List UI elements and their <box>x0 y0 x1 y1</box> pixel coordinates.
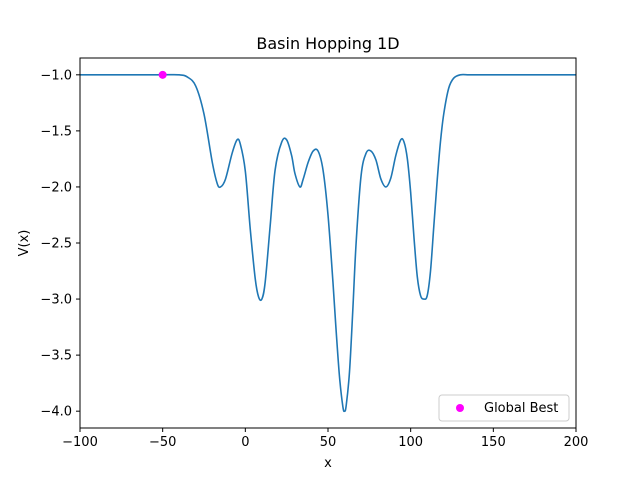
legend: Global Best <box>438 394 570 422</box>
x-axis-ticks: −100 −50 0 50 100 150 200 <box>62 428 588 450</box>
x-tick-label: −50 <box>149 435 176 450</box>
y-tick-label: −1.5 <box>40 124 72 139</box>
x-tick-label: 200 <box>564 435 589 450</box>
potential-curve <box>80 73 576 413</box>
legend-box <box>438 394 570 422</box>
legend-marker-global-best <box>456 404 464 412</box>
y-tick-label: −2.0 <box>40 180 72 195</box>
x-axis-label: x <box>324 456 332 471</box>
y-axis-ticks: −4.0 −3.5 −3.0 −2.5 −2.0 −1.5 −1.0 <box>40 68 80 420</box>
x-tick-label: 100 <box>398 435 423 450</box>
y-tick-label: −4.0 <box>40 405 72 420</box>
x-tick-label: −100 <box>62 435 98 450</box>
y-tick-label: −2.5 <box>40 237 72 252</box>
legend-label-global-best: Global Best <box>484 401 558 416</box>
x-tick-label: 150 <box>481 435 506 450</box>
global-best-point <box>158 70 167 79</box>
y-tick-label: −3.5 <box>40 349 72 364</box>
x-tick-label: 50 <box>320 435 337 450</box>
plot-frame <box>79 57 577 429</box>
plot-content <box>80 70 576 413</box>
y-tick-label: −3.0 <box>40 293 72 308</box>
y-axis-label: V(x) <box>17 230 32 257</box>
chart-title: Basin Hopping 1D <box>256 34 399 53</box>
x-tick-label: 0 <box>241 435 249 450</box>
y-tick-label: −1.0 <box>40 68 72 83</box>
